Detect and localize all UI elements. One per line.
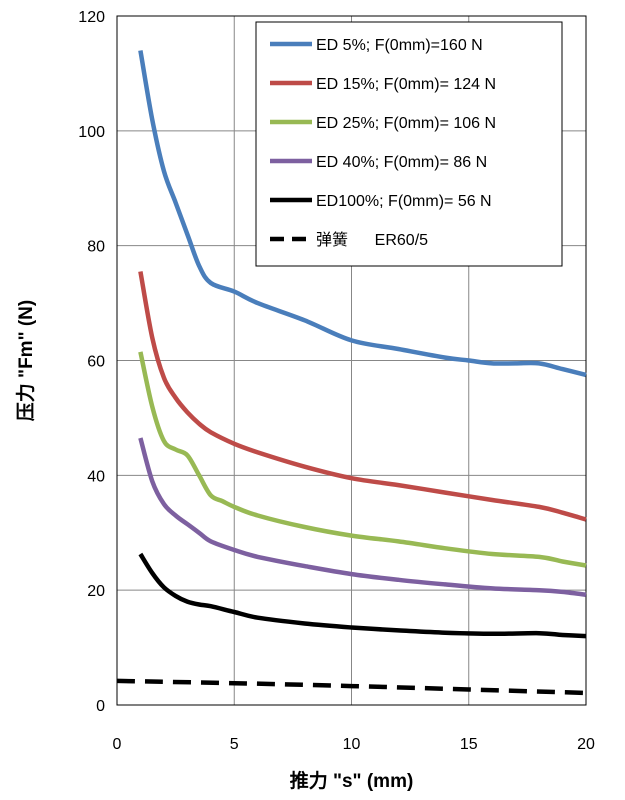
x-tick-label: 10 bbox=[343, 736, 361, 753]
y-tick-label: 60 bbox=[87, 354, 105, 371]
legend-label: ED 5%; F(0mm)=160 N bbox=[316, 37, 483, 54]
legend-label: ED 15%; F(0mm)= 124 N bbox=[316, 76, 496, 93]
y-tick-label: 120 bbox=[78, 9, 105, 26]
y-tick-label: 20 bbox=[87, 583, 105, 600]
tick-labels: 0 5 10 15 20 0 20 40 60 80 100 120 bbox=[78, 9, 595, 753]
legend-label: ED 40%; F(0mm)= 86 N bbox=[316, 154, 487, 171]
legend-label: 弹簧 ER60/5 bbox=[316, 230, 428, 249]
x-tick-label: 20 bbox=[577, 736, 595, 753]
series-line-3 bbox=[138, 351, 587, 568]
series-lines bbox=[116, 50, 587, 696]
plot-frame bbox=[116, 15, 587, 706]
legend: ED 5%; F(0mm)=160 N ED 15%; F(0mm)= 124 N… bbox=[255, 21, 563, 267]
legend-box bbox=[255, 21, 563, 267]
series-line-1 bbox=[138, 50, 587, 378]
y-tick-label: 0 bbox=[96, 698, 105, 715]
series-line-2 bbox=[138, 271, 587, 522]
series-line-4 bbox=[138, 437, 587, 598]
legend-label: ED 25%; F(0mm)= 106 N bbox=[316, 115, 496, 132]
series-line-5 bbox=[138, 552, 587, 639]
x-tick-label: 5 bbox=[230, 736, 239, 753]
x-tick-label: 0 bbox=[113, 736, 122, 753]
y-tick-label: 40 bbox=[87, 468, 105, 485]
x-axis-label: 推力 "s" (mm) bbox=[290, 769, 414, 792]
y-tick-label: 100 bbox=[78, 124, 105, 141]
y-tick-label: 80 bbox=[87, 239, 105, 256]
y-axis-label: 压力 "Fm" (N) bbox=[14, 300, 37, 421]
x-tick-label: 15 bbox=[460, 736, 478, 753]
series-line-6 bbox=[116, 678, 587, 696]
legend-label: ED100%; F(0mm)= 56 N bbox=[316, 193, 492, 210]
